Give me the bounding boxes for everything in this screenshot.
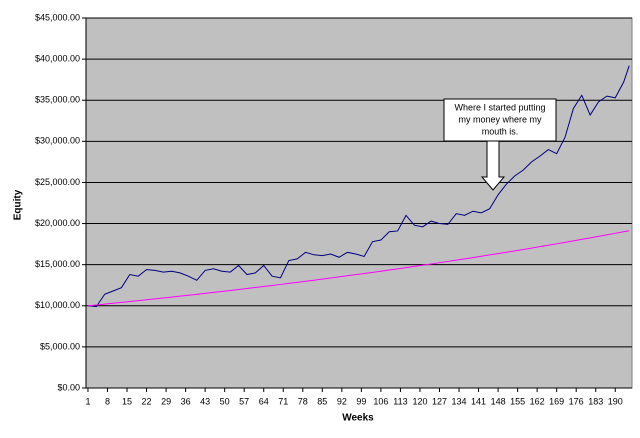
x-tick-label: 71 [278,396,288,406]
x-tick-label: 176 [569,396,584,406]
x-tick-label: 43 [200,396,210,406]
x-tick-label: 106 [373,396,388,406]
callout-arrow [480,140,506,191]
y-tick-label: $10,000.00 [35,300,80,310]
y-tick-label: $15,000.00 [35,259,80,269]
annotation: Where I started putting my money where my… [443,98,557,191]
series-line [87,230,630,307]
x-tick-label: 64 [259,396,269,406]
y-tick-label: $25,000.00 [35,177,80,187]
y-tick-label: $40,000.00 [35,53,80,63]
x-tick-label: 22 [142,396,152,406]
y-tick-label: $5,000.00 [40,341,80,351]
x-tick-label: 169 [549,396,564,406]
y-tick-label: $20,000.00 [35,218,80,228]
x-tick-label: 113 [393,396,407,406]
x-tick-label: 92 [337,396,347,406]
x-tick-label: 8 [105,396,110,406]
x-tick-label: 85 [317,396,327,406]
plot-area [85,17,633,389]
x-tick-label: 155 [510,396,525,406]
x-tick-label: 190 [608,396,623,406]
x-tick-label: 36 [181,396,191,406]
x-axis-title: Weeks [342,413,374,424]
x-tick-label: 127 [432,396,447,406]
x-tick-label: 141 [471,396,486,406]
callout-box [443,98,557,142]
y-tick-label: $0.00 [57,382,80,392]
annotation-text: mouth is. [482,126,519,136]
y-tick-label: $45,000.00 [35,12,80,22]
x-tick-label: 78 [298,396,308,406]
x-tick-label: 29 [161,396,171,406]
x-tick-label: 50 [220,396,230,406]
x-tick-label: 162 [530,396,545,406]
y-tick-label: $35,000.00 [35,95,80,105]
y-axis-title: Equity [13,189,24,220]
series-line [87,65,630,308]
x-tick-label: 99 [356,396,366,406]
annotation-text: my money where my [458,114,542,124]
x-tick-label: 57 [239,396,249,406]
x-tick-label: 148 [491,396,506,406]
x-tick-label: 134 [452,396,467,406]
x-tick-label: 1 [85,396,90,406]
x-tick-label: 183 [588,396,603,406]
annotation-text: Where I started putting [454,102,545,112]
x-tick-label: 120 [412,396,427,406]
y-tick-label: $30,000.00 [35,136,80,146]
x-tick-label: 15 [122,396,132,406]
